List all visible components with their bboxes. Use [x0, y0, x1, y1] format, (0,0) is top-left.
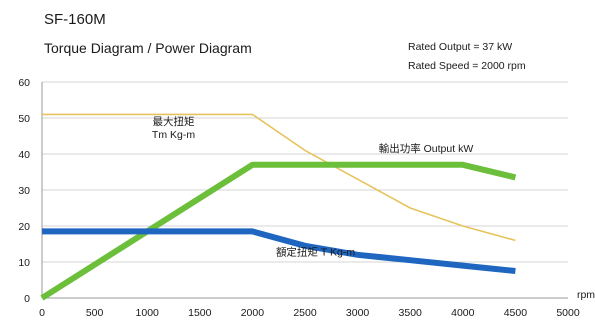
x-tick-label: 4000: [451, 307, 475, 319]
max-torque-label: Tm Kg-m: [152, 129, 195, 141]
rated-speed-note: Rated Speed = 2000 rpm: [408, 60, 526, 72]
rated-torque-label: 額定扭矩 T Kg-m: [276, 246, 355, 259]
x-tick-label: 3000: [346, 307, 370, 319]
x-tick-label: 2000: [241, 307, 265, 319]
max-torque-label: 最大扭矩: [153, 115, 195, 128]
x-tick-label: 2500: [293, 307, 317, 319]
axes: 0 10 20 30 40 50 60 0 500 1000 1500 2000 2500 3000 350…: [18, 77, 580, 319]
x-tick-label: 4500: [504, 307, 528, 319]
rated-torque-line: [42, 228, 516, 274]
y-tick-label: 20: [18, 221, 30, 233]
y-tick-label: 10: [18, 257, 30, 269]
x-axis-label: rpm: [577, 289, 595, 301]
x-tick-label: 1500: [188, 307, 212, 319]
output-power-label: 輸出功率 Output kW: [379, 142, 474, 155]
x-tick-label: 1000: [136, 307, 160, 319]
y-tick-label: 50: [18, 113, 30, 125]
y-tick-label: 40: [18, 149, 30, 161]
chart-subtitle: Torque Diagram / Power Diagram: [44, 40, 252, 56]
grid: [42, 81, 568, 263]
rated-output-note: Rated Output = 37 kW: [408, 41, 512, 53]
y-tick-label: 0: [24, 293, 30, 305]
x-tick-label: 5000: [556, 307, 580, 319]
max-torque-line: [42, 113, 516, 242]
chart-title: SF-160M: [44, 11, 106, 28]
x-tick-label: 3500: [399, 307, 423, 319]
y-tick-label: 60: [18, 77, 30, 89]
x-tick-label: 0: [39, 307, 45, 319]
x-tick-label: 500: [86, 307, 104, 319]
series-layer: [40, 113, 517, 301]
y-tick-label: 30: [18, 185, 30, 197]
